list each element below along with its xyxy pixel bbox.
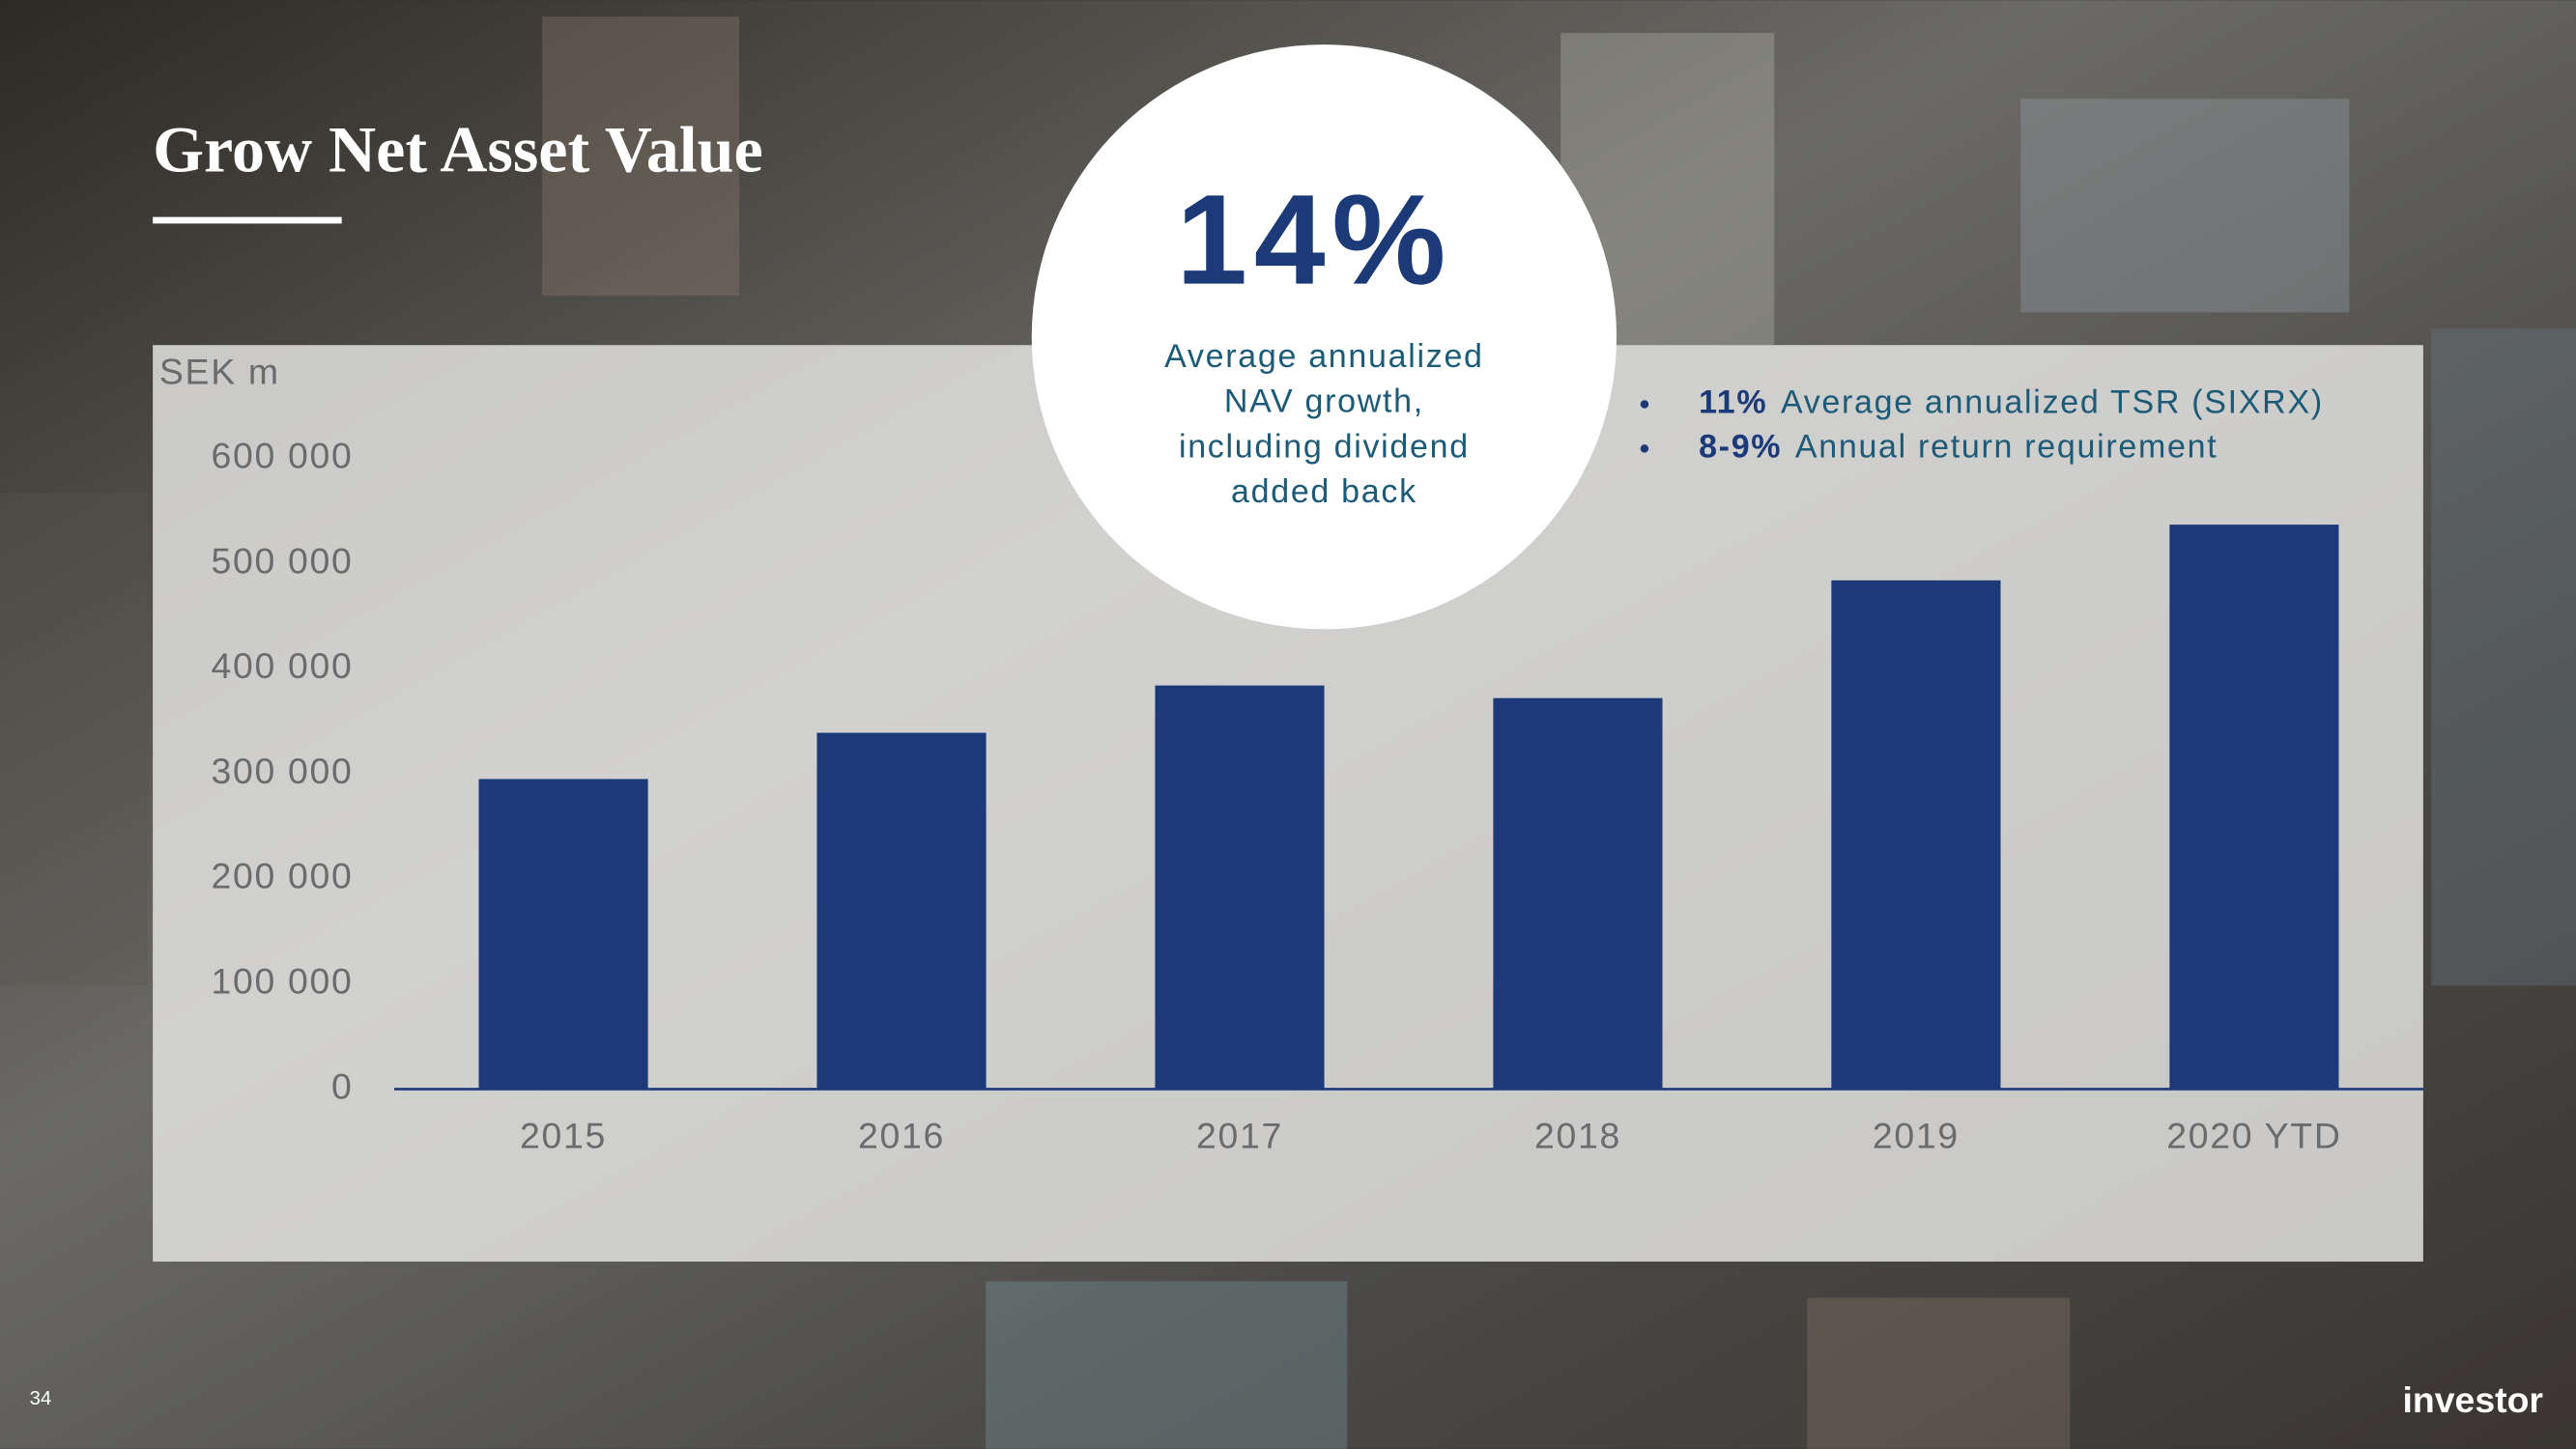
logo: investor: [2403, 1379, 2543, 1420]
bullet-highlight: 8-9%: [1699, 428, 1782, 465]
bar: [478, 779, 648, 1090]
highlight-value: 14%: [1176, 169, 1452, 312]
title-underline: [153, 216, 342, 224]
y-tick-label: 400 000: [211, 645, 353, 686]
x-tick-label: 2016: [858, 1115, 945, 1155]
chart-title: Grow Net Asset Value: [153, 112, 763, 185]
highlight-caption: NAV growth,: [1224, 384, 1424, 420]
y-tick-label: 0: [331, 1065, 354, 1106]
bullet-dot: [1640, 400, 1649, 409]
y-tick-label: 300 000: [211, 751, 353, 791]
bullet-dot: [1640, 444, 1649, 453]
bar: [1493, 697, 1663, 1090]
bullet-highlight: 11%: [1699, 384, 1767, 420]
y-tick-label: 500 000: [211, 540, 353, 581]
bar: [1155, 685, 1325, 1090]
bar: [1831, 580, 2001, 1090]
highlight-caption: including dividend: [1179, 428, 1470, 465]
x-tick-label: 2020 YTD: [2166, 1115, 2341, 1155]
bullet: 11% Average annualized TSR (SIXRX): [1699, 384, 2324, 420]
y-axis-label: SEK m: [159, 352, 280, 392]
highlight-caption: added back: [1231, 473, 1417, 510]
y-tick-label: 200 000: [211, 856, 353, 896]
bullet-text: Annual return requirement: [1795, 428, 2218, 465]
x-tick-label: 2018: [1534, 1115, 1621, 1155]
highlight-caption: Average annualized: [1164, 338, 1484, 375]
highlight-circle: [1031, 44, 1617, 630]
x-tick-label: 2015: [520, 1115, 607, 1155]
bar: [816, 732, 987, 1090]
bar: [2169, 525, 2339, 1090]
y-tick-label: 600 000: [211, 435, 353, 475]
x-tick-label: 2019: [1873, 1115, 1960, 1155]
bullet: 8-9% Annual return requirement: [1699, 428, 2218, 465]
x-tick-label: 2017: [1196, 1115, 1283, 1155]
page-number: 34: [30, 1388, 52, 1409]
y-tick-label: 100 000: [211, 961, 353, 1002]
bullet-text: Average annualized TSR (SIXRX): [1781, 384, 2324, 420]
city-texture: [0, 16, 2576, 1449]
